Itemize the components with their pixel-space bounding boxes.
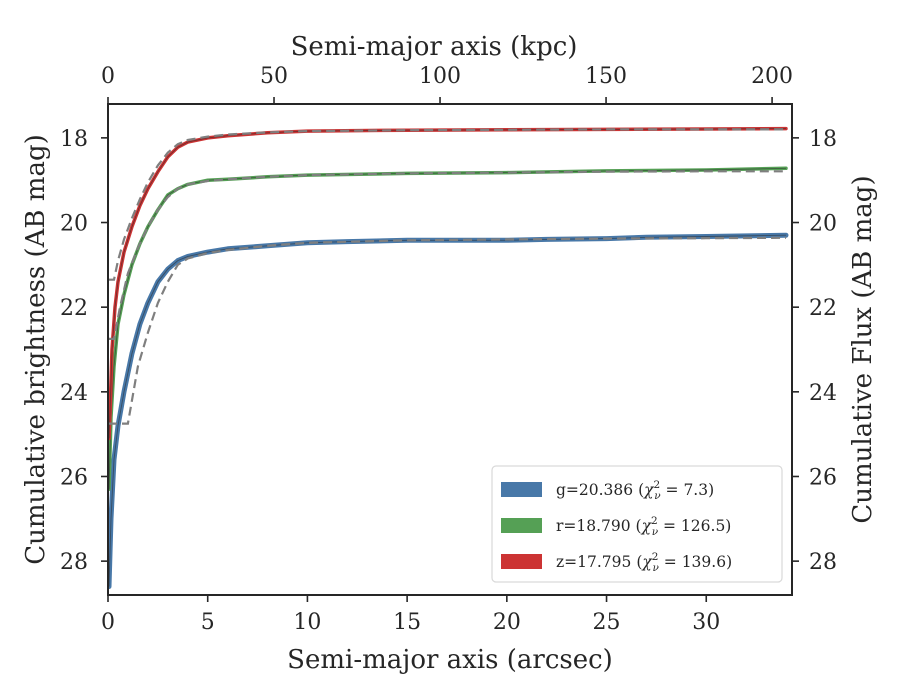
y-right-axis-title: Cumulative Flux (AB mag): [848, 175, 878, 523]
legend-label-r: r=18.790 (χ2 ν = 126.5): [556, 515, 731, 538]
plot-frame: [107, 103, 793, 596]
y-tick-label: 28: [60, 550, 88, 575]
legend-box: [491, 465, 783, 583]
x-axis-title: Semi-major axis (arcsec): [287, 645, 613, 675]
legend-label-z: z=17.795 (χ2 ν = 139.6): [556, 551, 732, 574]
series-r-band: [108, 166, 788, 491]
y-right-tick-label: 18: [809, 127, 837, 152]
x-tick-label: 15: [393, 610, 421, 635]
series-g-line: [108, 234, 787, 587]
y-right-tick-label: 20: [809, 212, 837, 237]
x2-axis-title: Semi-major axis (kpc): [291, 32, 578, 62]
y-axis-title: Cumulative brightness (AB mag): [21, 134, 51, 565]
y-right-tick-label: 24: [809, 381, 837, 406]
axes-layer: 0 5 10 15 20 25 30 0 50 100 150 200 18 18 20 20 22 22 24 24…: [21, 32, 878, 675]
data-layer: [108, 126, 789, 589]
y-tick-label: 24: [60, 381, 88, 406]
x2-tick-label: 100: [419, 64, 461, 89]
series-g-model: [108, 236, 787, 425]
y-tick-label: 22: [60, 296, 88, 321]
x-tick-label: 5: [201, 610, 215, 635]
x-tick-label: 0: [101, 610, 115, 635]
y-right-tick-label: 26: [809, 465, 837, 490]
x-tick-label: 10: [293, 610, 321, 635]
y-tick-label: 20: [60, 212, 88, 237]
x2-tick-label: 150: [585, 64, 627, 89]
y-tick-label: 26: [60, 465, 88, 490]
legend-swatch-r: [501, 518, 542, 533]
legend-swatch-g: [501, 482, 542, 497]
series-r-model: [108, 170, 786, 340]
x2-tick-label: 0: [101, 64, 115, 89]
series-z-line: [108, 128, 787, 439]
y-tick-label: 18: [60, 127, 88, 152]
x2-tick-label: 50: [260, 64, 288, 89]
series-group: [108, 126, 789, 589]
x-tick-label: 30: [692, 610, 720, 635]
x2-tick-label: 200: [751, 64, 793, 89]
x-tick-label: 20: [493, 610, 521, 635]
y-right-tick-label: 22: [809, 296, 837, 321]
series-z-band: [108, 126, 788, 441]
legend-label-g: g=20.386 (χ2 ν = 7.3): [556, 479, 714, 502]
series-r-line: [108, 167, 787, 490]
legend-swatch-z: [501, 554, 542, 569]
series-z-model: [108, 128, 786, 281]
legend: g=20.386 (χ2 ν = 7.3) r=18.790 (χ2 ν = 126.…: [491, 465, 783, 583]
x-tick-label: 25: [593, 610, 621, 635]
y-right-tick-label: 28: [809, 550, 837, 575]
